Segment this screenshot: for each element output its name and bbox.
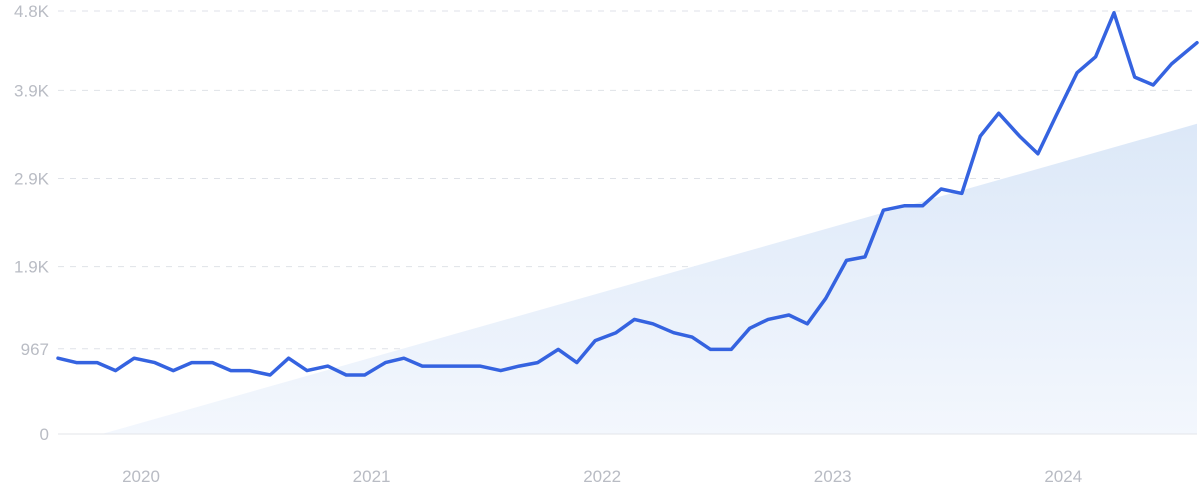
data-point: [344, 373, 348, 377]
data-point: [575, 361, 579, 365]
data-point: [517, 364, 521, 368]
y-tick-label: 4.8K: [14, 2, 50, 21]
y-tick-label: 967: [21, 340, 49, 359]
data-point: [805, 322, 809, 326]
data-point: [478, 364, 482, 368]
data-point: [287, 356, 291, 360]
data-point: [326, 364, 330, 368]
data-point: [441, 364, 445, 368]
data-point: [459, 364, 463, 368]
data-point: [748, 326, 752, 330]
data-point: [1170, 62, 1174, 66]
x-tick-label: 2020: [122, 467, 160, 486]
data-point: [651, 322, 655, 326]
data-point: [210, 361, 214, 365]
data-point: [1036, 152, 1040, 156]
data-point: [402, 356, 406, 360]
data-point: [153, 361, 157, 365]
data-point: [190, 361, 194, 365]
trend-area: [101, 123, 1197, 435]
data-point: [1017, 134, 1021, 138]
data-point: [709, 347, 713, 351]
data-point: [960, 191, 964, 195]
x-tick-label: 2023: [814, 467, 852, 486]
x-tick-label: 2021: [353, 467, 391, 486]
data-point: [499, 369, 503, 373]
data-point: [74, 361, 78, 365]
y-axis-ticks: 0 967 1.9K 2.9K 3.9K 4.8K: [14, 2, 50, 444]
data-point: [305, 369, 309, 373]
data-point: [556, 347, 560, 351]
data-point: [1112, 11, 1116, 15]
data-point: [729, 347, 733, 351]
data-point: [593, 339, 597, 343]
data-point: [229, 369, 233, 373]
data-point: [1094, 55, 1098, 59]
y-tick-label: 1.9K: [14, 258, 50, 277]
series-line: [56, 11, 1199, 377]
data-point: [978, 134, 982, 138]
data-point: [766, 317, 770, 321]
data-point: [1151, 83, 1155, 87]
y-tick-label: 2.9K: [14, 169, 50, 188]
data-point: [863, 255, 867, 259]
data-point: [672, 331, 676, 335]
data-point: [787, 313, 791, 317]
data-point: [881, 208, 885, 212]
data-point: [690, 335, 694, 339]
data-point: [268, 373, 272, 377]
y-tick-label: 3.9K: [14, 81, 50, 100]
data-point: [247, 369, 251, 373]
data-point: [845, 258, 849, 262]
data-point: [1195, 41, 1199, 45]
data-point: [824, 296, 828, 300]
data-point: [171, 369, 175, 373]
data-point: [95, 361, 99, 365]
x-tick-label: 2024: [1044, 467, 1082, 486]
x-axis-ticks: 2020 2021 2022 2023 2024: [122, 467, 1082, 486]
data-point: [420, 364, 424, 368]
data-point: [1133, 75, 1137, 79]
data-point: [632, 317, 636, 321]
data-point: [939, 187, 943, 191]
data-point: [536, 361, 540, 365]
data-point: [114, 369, 118, 373]
y-tick-label: 0: [40, 425, 49, 444]
data-point: [383, 361, 387, 365]
data-point: [132, 356, 136, 360]
data-point: [1075, 71, 1079, 75]
data-point: [902, 204, 906, 208]
data-point: [1054, 113, 1058, 117]
data-point: [363, 373, 367, 377]
data-point: [997, 111, 1001, 115]
x-tick-label: 2022: [583, 467, 621, 486]
data-point: [921, 204, 925, 208]
data-point: [614, 331, 618, 335]
data-point: [56, 356, 60, 360]
